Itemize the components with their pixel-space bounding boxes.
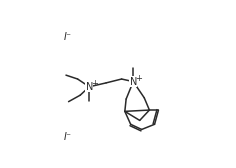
Text: N: N [86,82,93,92]
Text: I⁻: I⁻ [63,32,71,42]
Text: N: N [130,77,137,87]
Text: +: + [135,74,142,83]
Text: I⁻: I⁻ [63,132,71,142]
Text: +: + [91,79,98,88]
